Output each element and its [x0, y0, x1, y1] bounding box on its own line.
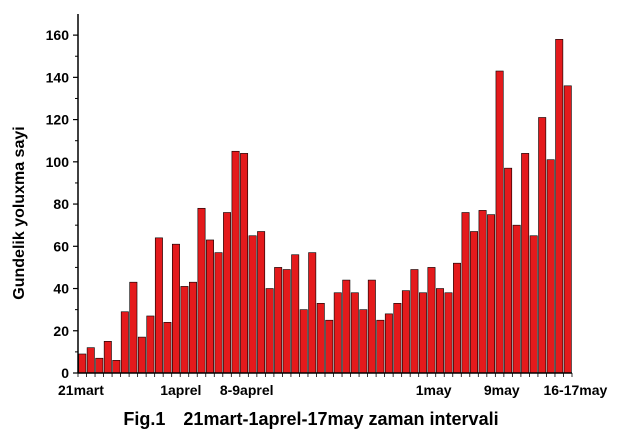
figure-title: 21mart-1aprel-17may zaman intervali	[183, 409, 499, 429]
y-tick-label: 20	[53, 323, 69, 339]
bar-40	[418, 292, 427, 374]
bar-39	[410, 269, 419, 374]
bar-33	[359, 309, 368, 374]
bar-19	[240, 153, 249, 374]
x-axis: 21mart 1aprel 8-9aprel 1may 9may 16-17may	[58, 372, 608, 398]
bar-2	[95, 357, 104, 374]
bar-47	[478, 210, 487, 374]
bar-12	[180, 286, 189, 374]
figure-caption: Fig.1 21mart-1aprel-17may zaman intervali	[0, 409, 622, 430]
bar-29	[325, 319, 334, 374]
y-tick-label: 160	[46, 27, 70, 43]
bar-21	[257, 231, 266, 374]
y-tick-label: 0	[61, 365, 69, 381]
y-axis-label: Gundelik yoluxma sayi	[11, 126, 28, 299]
bar-35	[376, 319, 385, 374]
bar-44	[453, 262, 461, 374]
bar-49	[495, 70, 504, 374]
y-tick-label: 140	[46, 69, 70, 85]
bar-25	[291, 254, 300, 374]
bar-26	[299, 309, 308, 374]
bar-50	[504, 167, 513, 374]
bar-9	[154, 237, 163, 374]
bar-52	[521, 153, 530, 374]
bar-56	[555, 39, 564, 374]
bar-15	[206, 239, 214, 374]
x-tick-label: 9may	[484, 382, 520, 398]
bar-0	[78, 353, 87, 374]
bar-30	[333, 292, 342, 374]
bar-3	[103, 341, 112, 374]
bar-22	[265, 288, 274, 374]
bar-1	[86, 347, 95, 374]
bar-14	[197, 207, 206, 374]
bar-41	[427, 267, 436, 374]
bar-57	[563, 85, 572, 374]
bar-8	[146, 315, 155, 374]
bar-48	[487, 214, 496, 374]
x-tick-label: 8-9aprel	[220, 382, 274, 398]
bar-24	[282, 269, 291, 374]
y-tick-label: 120	[46, 112, 70, 128]
bar-chart: 0 20 40 60 80 100 120 140 160 21mart 1aprel 8-9apr…	[11, 14, 608, 398]
bar-27	[308, 252, 317, 374]
bar-16	[214, 252, 223, 374]
bar-18	[231, 150, 240, 374]
x-tick-label: 1may	[416, 382, 452, 398]
bar-6	[129, 281, 138, 374]
bar-23	[274, 267, 283, 374]
bar-37	[393, 303, 402, 374]
bar-55	[546, 159, 555, 374]
figure-number: Fig.1	[123, 409, 166, 429]
bar-38	[401, 290, 410, 374]
y-tick-label: 40	[53, 281, 69, 297]
x-tick-label: 16-17may	[543, 382, 607, 398]
bar-17	[223, 212, 232, 374]
bar-5	[120, 311, 129, 374]
bar-7	[137, 336, 146, 374]
y-tick-label: 100	[46, 154, 70, 170]
bar-51	[512, 224, 521, 374]
bar-34	[367, 279, 376, 374]
bar-4	[112, 360, 121, 374]
bar-20	[248, 235, 257, 374]
bar-11	[171, 243, 180, 374]
y-tick-label: 80	[53, 196, 69, 212]
y-tick-label: 60	[53, 238, 69, 254]
bar-45	[461, 212, 470, 374]
bar-31	[342, 279, 351, 374]
x-tick-label: 21mart	[58, 382, 104, 398]
bars-group	[78, 39, 572, 374]
bar-43	[444, 292, 453, 374]
x-tick-label: 1aprel	[160, 382, 201, 398]
bar-53	[529, 235, 538, 374]
bar-28	[316, 303, 325, 374]
bar-32	[350, 292, 359, 374]
bar-54	[538, 117, 547, 374]
y-axis: 0 20 40 60 80 100 120 140 160	[46, 14, 79, 381]
bar-13	[189, 281, 197, 374]
bar-46	[470, 231, 479, 374]
bar-36	[384, 313, 393, 374]
bar-10	[163, 322, 172, 374]
bar-42	[436, 288, 444, 374]
